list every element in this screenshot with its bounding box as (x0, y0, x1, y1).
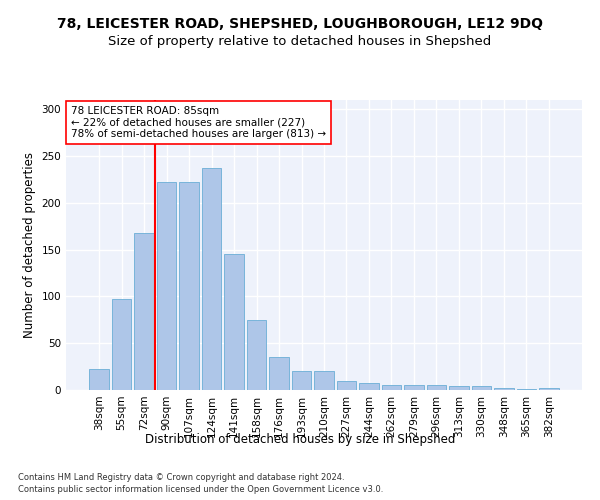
Bar (404, 386, 424, 390)
Bar (157, 182, 176, 390)
Bar (89, 370, 109, 390)
Text: 78, LEICESTER ROAD, SHEPSHED, LOUGHBOROUGH, LE12 9DQ: 78, LEICESTER ROAD, SHEPSHED, LOUGHBOROU… (57, 18, 543, 32)
Text: Size of property relative to detached houses in Shepshed: Size of property relative to detached ho… (109, 35, 491, 48)
Bar (517, 389, 536, 390)
Bar (134, 233, 154, 390)
Bar (112, 300, 131, 390)
Bar (494, 388, 514, 390)
Bar (382, 386, 401, 390)
Bar (269, 358, 289, 390)
Bar (224, 254, 244, 390)
Bar (202, 168, 221, 390)
Bar (449, 386, 469, 390)
Bar (472, 386, 491, 390)
Bar (337, 380, 356, 390)
Bar (359, 382, 379, 390)
Bar (247, 320, 266, 390)
Text: 78 LEICESTER ROAD: 85sqm
← 22% of detached houses are smaller (227)
78% of semi-: 78 LEICESTER ROAD: 85sqm ← 22% of detach… (71, 106, 326, 139)
Bar (179, 182, 199, 390)
Y-axis label: Number of detached properties: Number of detached properties (23, 152, 36, 338)
Text: Contains public sector information licensed under the Open Government Licence v3: Contains public sector information licen… (18, 485, 383, 494)
Text: Distribution of detached houses by size in Shepshed: Distribution of detached houses by size … (145, 432, 455, 446)
Bar (292, 372, 311, 390)
Bar (314, 372, 334, 390)
Bar (427, 386, 446, 390)
Bar (539, 388, 559, 390)
Text: Contains HM Land Registry data © Crown copyright and database right 2024.: Contains HM Land Registry data © Crown c… (18, 472, 344, 482)
